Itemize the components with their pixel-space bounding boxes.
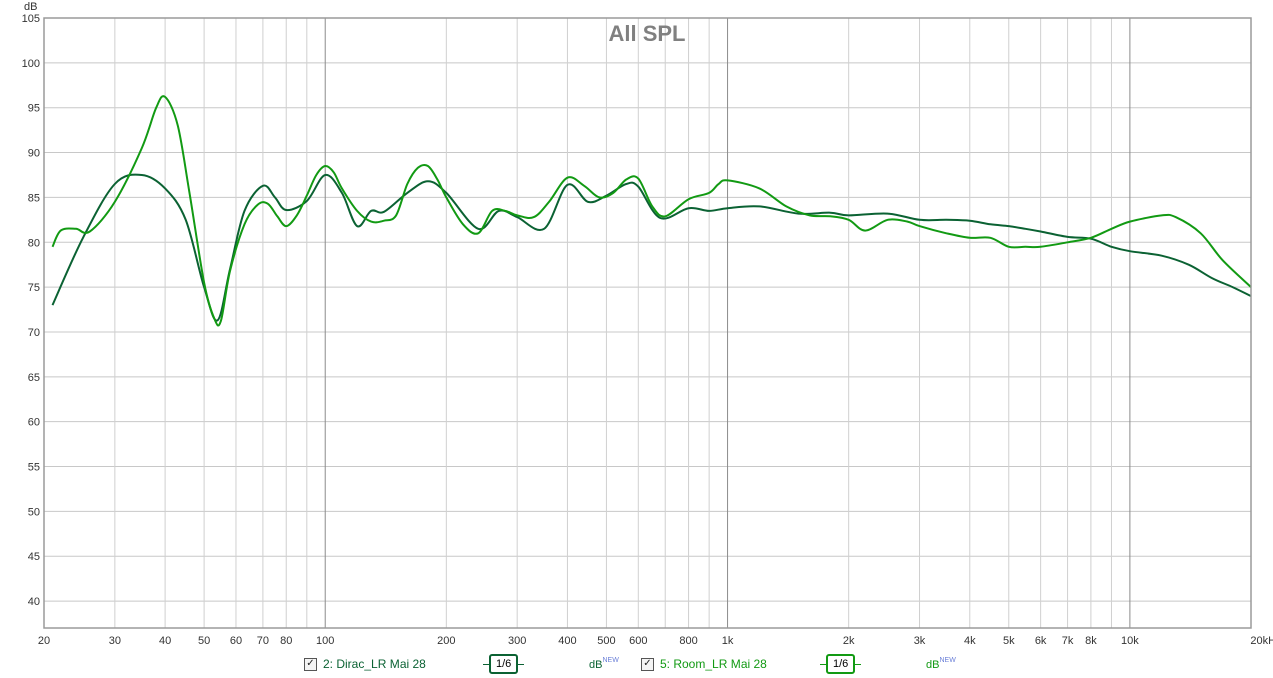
chart-title: All SPL bbox=[608, 21, 685, 46]
x-tick-label: 40 bbox=[159, 635, 171, 647]
x-tick-label: 60 bbox=[230, 635, 242, 647]
x-tick-label: 8k bbox=[1085, 635, 1097, 647]
x-tick-label: 20 bbox=[38, 635, 50, 647]
dirac-smoothing-value: 1/6 bbox=[496, 658, 512, 670]
y-tick-label: 65 bbox=[28, 372, 40, 384]
y-tick-label: 70 bbox=[28, 327, 40, 339]
y-axis-labels: 40 45 50 55 60 65 70 75 80 85 90 95 100 105 bbox=[22, 13, 40, 608]
room-smoothing-value: 1/6 bbox=[833, 658, 849, 670]
room-unit: dBNEW bbox=[926, 654, 956, 674]
x-tick-label: 300 bbox=[508, 635, 526, 647]
y-tick-label: 45 bbox=[28, 551, 40, 563]
x-axis-labels: 20 30 40 50 60 70 80 100 200 300 400 500 600 800 1k 2k 3… bbox=[38, 635, 1273, 647]
y-tick-label: 50 bbox=[28, 506, 40, 518]
dirac-smoothing: 1/6 bbox=[482, 654, 525, 674]
x-tick-label: 70 bbox=[257, 635, 269, 647]
x-tick-label: 50 bbox=[198, 635, 210, 647]
x-tick-label: 5k bbox=[1003, 635, 1015, 647]
dirac-unit: dBNEW bbox=[589, 654, 619, 674]
y-tick-label: 40 bbox=[28, 596, 40, 608]
dirac-unit-label: dB bbox=[589, 659, 603, 671]
dirac-unit-badge: NEW bbox=[602, 657, 619, 664]
dirac-unit-button[interactable]: dBNEW bbox=[589, 657, 619, 671]
x-tick-label: 4k bbox=[964, 635, 976, 647]
x-tick-label: 6k bbox=[1035, 635, 1047, 647]
x-tick-label: 100 bbox=[316, 635, 334, 647]
series-line-room bbox=[51, 95, 1252, 327]
legend-item-room: ✓ 5: Room_LR Маі 28 bbox=[641, 654, 767, 674]
x-tick-label: 200 bbox=[437, 635, 455, 647]
x-tick-label: 7k bbox=[1062, 635, 1074, 647]
x-tick-label: 3k bbox=[914, 635, 926, 647]
plot-frame bbox=[43, 17, 1252, 629]
y-tick-label: 105 bbox=[22, 13, 40, 25]
dirac-smoothing-button[interactable]: 1/6 bbox=[482, 654, 525, 674]
x-tick-label: 500 bbox=[597, 635, 615, 647]
x-tick-label: 600 bbox=[629, 635, 647, 647]
x-tick-label: 2k bbox=[843, 635, 855, 647]
dirac-legend-label: 2: Dirac_LR Маі 28 bbox=[323, 657, 426, 671]
x-tick-label: 80 bbox=[280, 635, 292, 647]
room-visibility-checkbox[interactable]: ✓ bbox=[641, 657, 654, 671]
room-unit-button[interactable]: dBNEW bbox=[926, 657, 956, 671]
x-tick-label: 1k bbox=[722, 635, 734, 647]
x-tick-label: 800 bbox=[679, 635, 697, 647]
y-tick-label: 90 bbox=[28, 148, 40, 160]
y-tick-label: 80 bbox=[28, 237, 40, 249]
y-tick-label: 95 bbox=[28, 103, 40, 115]
y-tick-label: 55 bbox=[28, 462, 40, 474]
x-tick-label: 20kHz bbox=[1250, 635, 1273, 647]
x-tick-label: 30 bbox=[109, 635, 121, 647]
series-lines bbox=[51, 95, 1252, 327]
y-tick-label: 100 bbox=[22, 58, 40, 70]
plot-area bbox=[44, 18, 1251, 628]
dirac-visibility-checkbox[interactable]: ✓ bbox=[304, 657, 317, 671]
legend-item-dirac: ✓ 2: Dirac_LR Маі 28 bbox=[304, 654, 426, 674]
series-line-dirac bbox=[51, 173, 1252, 322]
room-unit-badge: NEW bbox=[939, 657, 956, 664]
y-tick-label: 85 bbox=[28, 192, 40, 204]
x-tick-label: 10k bbox=[1121, 635, 1139, 647]
y-tick-label: 60 bbox=[28, 417, 40, 429]
room-legend-label: 5: Room_LR Маі 28 bbox=[660, 657, 767, 671]
y-axis-unit: dB bbox=[24, 1, 37, 13]
x-tick-label: 400 bbox=[558, 635, 576, 647]
room-smoothing: 1/6 bbox=[819, 654, 862, 674]
room-unit-label: dB bbox=[926, 659, 940, 671]
y-tick-label: 75 bbox=[28, 282, 40, 294]
room-smoothing-button[interactable]: 1/6 bbox=[819, 654, 862, 674]
